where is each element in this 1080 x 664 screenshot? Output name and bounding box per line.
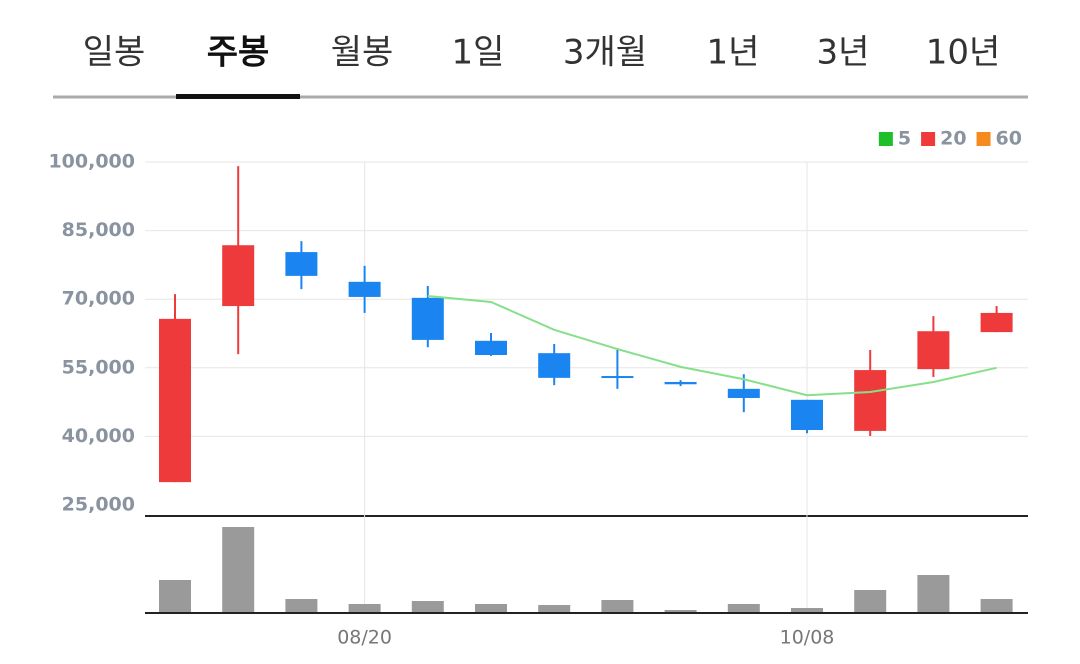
- candle-body: [727, 388, 760, 398]
- tab[interactable]: 3년: [817, 33, 870, 73]
- legend-swatch: [976, 132, 991, 146]
- y-tick-label: 40,000: [62, 425, 135, 447]
- candle-body: [222, 245, 255, 307]
- tab[interactable]: 1일: [452, 33, 505, 73]
- volume-bar: [917, 575, 950, 612]
- candle-body: [538, 353, 571, 378]
- volume-bar: [601, 600, 634, 612]
- candle-body: [854, 370, 887, 431]
- y-tick-label: 55,000: [62, 356, 135, 378]
- tab[interactable]: 1년: [707, 33, 760, 73]
- candle-body: [159, 318, 191, 483]
- tab[interactable]: 월봉: [331, 33, 394, 73]
- y-tick-label: 25,000: [62, 494, 135, 516]
- y-tick-label: 70,000: [62, 288, 135, 310]
- volume-bar: [159, 580, 191, 612]
- y-tick-label: 85,000: [62, 219, 135, 241]
- volume-bar: [222, 527, 255, 612]
- volume-bar: [285, 599, 318, 612]
- candle-body: [601, 376, 634, 379]
- volume-bar: [538, 605, 571, 612]
- tab[interactable]: 3개월: [563, 33, 647, 73]
- volume-bar: [980, 599, 1013, 612]
- legend-swatch: [878, 132, 893, 146]
- candle-body: [917, 331, 950, 370]
- moving-average-line: [427, 295, 997, 397]
- legend-swatch: [921, 132, 936, 146]
- legend-label: 5: [898, 128, 911, 150]
- candle-body: [411, 297, 444, 340]
- tab[interactable]: 주봉: [207, 33, 270, 73]
- tab[interactable]: 10년: [926, 33, 1001, 73]
- volume-bar: [348, 604, 381, 612]
- x-tick-label: 10/08: [780, 627, 835, 649]
- y-tick-label: 100,000: [48, 151, 135, 173]
- candle-body: [285, 252, 318, 276]
- active-tab-underline: [176, 94, 300, 99]
- volume-bar: [664, 610, 697, 612]
- candle-body: [348, 281, 381, 297]
- candle-body: [791, 399, 823, 430]
- volume-bar: [411, 601, 444, 612]
- tab[interactable]: 일봉: [83, 33, 146, 73]
- volume-bar: [727, 604, 760, 612]
- legend-label: 20: [940, 128, 966, 150]
- volume-bar: [854, 590, 887, 612]
- volume-bar: [791, 608, 823, 612]
- candle-body: [475, 340, 507, 355]
- x-tick-label: 08/20: [337, 627, 392, 649]
- legend-label: 60: [996, 128, 1022, 150]
- volume-bar: [475, 604, 507, 612]
- candle-body: [664, 381, 697, 385]
- candle-body: [980, 312, 1013, 333]
